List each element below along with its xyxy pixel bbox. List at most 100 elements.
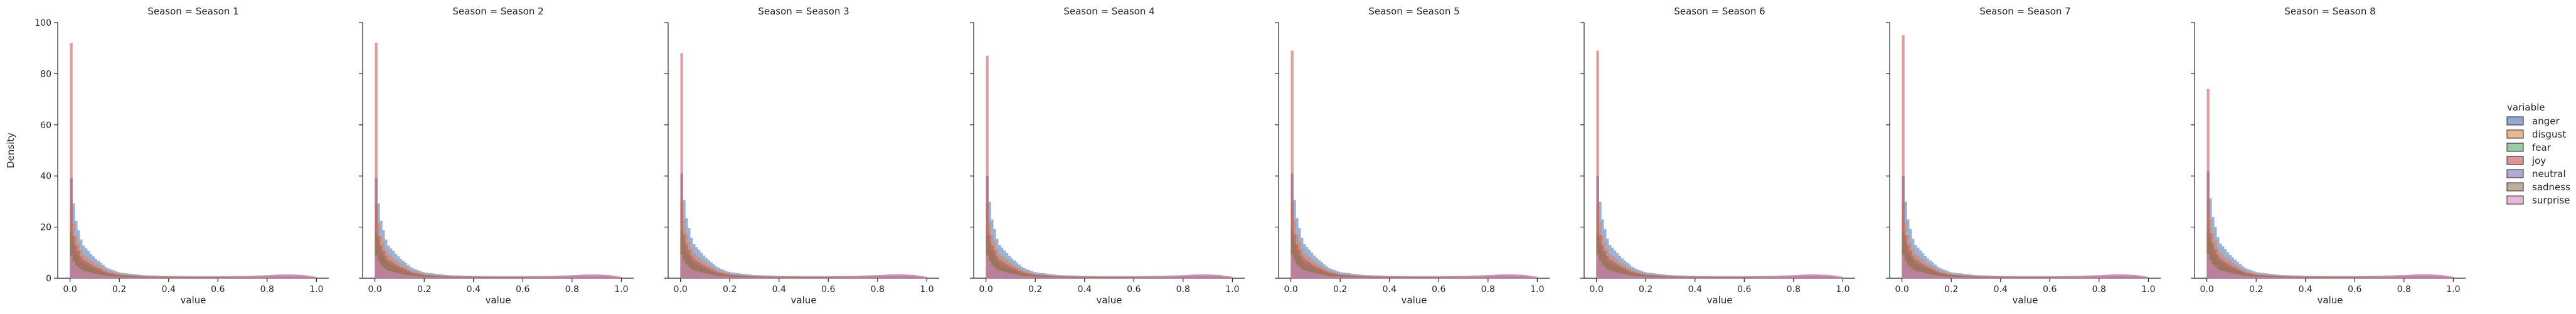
bar-surprise [880,274,883,279]
bar-surprise [1774,276,1777,279]
bar-surprise [99,274,102,279]
bar-surprise [1798,274,1801,279]
bar-surprise [725,276,728,279]
bar-surprise [996,269,999,279]
bar-surprise [1175,276,1179,279]
bar-surprise [860,276,863,279]
histogram-series-group [1902,35,2149,279]
x-tick-label: 0.2 [1028,284,1042,295]
bar-surprise [1018,274,1021,279]
bar-surprise [1148,277,1151,279]
bar-surprise [550,276,553,279]
bar-surprise [1035,276,1038,279]
x-tick-label: 0.6 [1432,284,1445,295]
bar-surprise [1517,274,1521,279]
x-tick-label: 0.8 [565,284,579,295]
x-tick-label: 1.0 [2141,284,2155,295]
bar-surprise [1180,275,1184,279]
bar-surprise [850,276,853,279]
bar-surprise [555,276,558,279]
bar-surprise [245,276,248,279]
x-tick-label: 0.2 [723,284,737,295]
bar-surprise [1655,277,1659,279]
bar-surprise [596,274,600,279]
bar-surprise [727,276,730,279]
bar-surprise [715,275,718,279]
bar-surprise [843,277,846,279]
bar-surprise [848,276,851,279]
bar-surprise [112,276,115,279]
bar-surprise [1190,274,1193,279]
bar-surprise [1195,274,1198,279]
series-joy [1902,35,2149,279]
bar-surprise [1610,271,1614,279]
bar-surprise [296,274,300,279]
bar-surprise [924,276,927,279]
bar-surprise [284,274,287,279]
bar-surprise [702,273,706,279]
bar-surprise [611,275,614,279]
x-tick-label: 0.6 [821,284,835,295]
bar-surprise [1508,274,1511,279]
bar-surprise [572,275,575,279]
bar-surprise [720,276,723,279]
bar-surprise [1338,276,1341,279]
bar-surprise [109,276,112,279]
bar-surprise [1325,275,1328,279]
facet-title: Season = Season 3 [758,6,849,17]
x-tick-label: 0.2 [1333,284,1347,295]
bar-surprise [404,274,407,279]
bar-surprise [1468,276,1471,279]
histogram-series-group [1596,50,1843,279]
bar-surprise [1535,276,1538,279]
bar-surprise [697,271,701,279]
bar-surprise [858,276,861,279]
bar-surprise [1636,276,1639,279]
bar-surprise [1456,277,1459,279]
bar-surprise [277,274,280,279]
bar-surprise [867,276,871,279]
facet-season-6: Season = Season 6 0.0 0.2 0.4 0.6 0.8 1.0 value [1580,6,1855,306]
bar-surprise [712,274,715,279]
bar-surprise [582,274,585,279]
y-tick-label: 0 [46,274,51,284]
bar-surprise [382,267,385,279]
bar-surprise [304,275,307,279]
bar-surprise [1291,254,1294,279]
bar-surprise [1793,275,1796,279]
bar-surprise [863,276,866,279]
bar-surprise [737,277,740,279]
bar-surprise [264,275,268,279]
bar-surprise [1786,276,1789,279]
bar-surprise [1626,274,1629,279]
bar-surprise [552,276,555,279]
bar-surprise [1339,276,1343,279]
facet-title: Season = Season 2 [452,6,543,17]
bar-surprise [1020,275,1023,279]
series-surprise [680,254,927,279]
bar-surprise [919,276,922,279]
x-tick-label: 0.6 [2043,284,2057,295]
bar-surprise [601,274,605,279]
bar-surprise [92,273,95,279]
y-tick-label: 60 [40,121,51,131]
x-tick-label: 0.8 [1481,284,1495,295]
bar-surprise [877,275,880,279]
bar-surprise [102,275,105,279]
series-anger [1291,173,1538,279]
bar-surprise [998,270,1001,279]
bar-surprise [1599,261,1602,279]
x-tick-label: 0.8 [871,284,885,295]
x-tick-label: 1.0 [1836,284,1850,295]
bar-surprise [272,274,275,279]
bar-surprise [680,254,683,279]
facets-group: Season = Season 1 0 20 40 60 80 100 0.0 0.2 0.4 0.… [5,6,2466,306]
histogram-series-group [680,53,927,279]
bar-surprise [1609,270,1612,279]
bar-surprise [1153,276,1156,279]
bar-surprise [1509,274,1513,279]
bar-surprise [1005,272,1009,279]
bar-surprise [89,273,93,279]
series-anger [680,173,927,279]
x-tick-label: 0.0 [1284,284,1298,295]
